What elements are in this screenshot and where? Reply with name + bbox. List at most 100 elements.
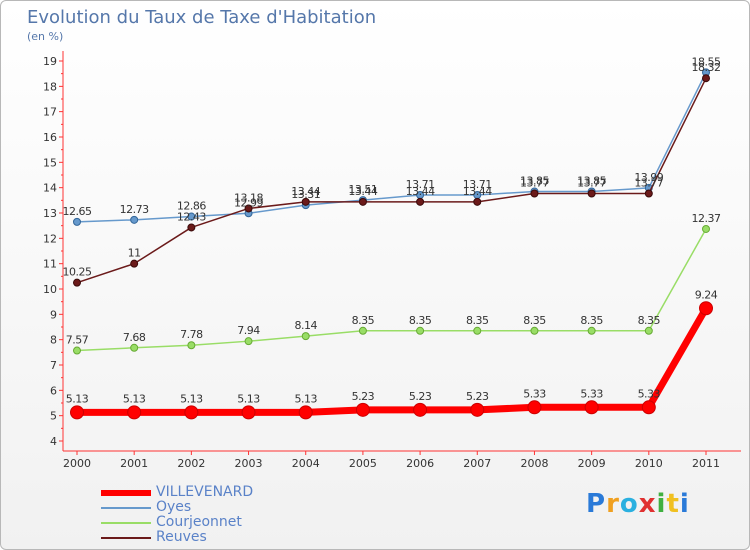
data-point-reuves [416,197,425,206]
x-tick-label: 2011 [692,457,720,470]
y-tick-label: 9 [50,308,57,321]
series-line-villevenard [77,306,710,416]
y-tick-label: 7 [50,359,57,372]
data-point-reuves [473,197,482,206]
data-label-villevenard: 5.33 [638,387,661,400]
logo-letter: x [638,489,657,519]
data-label-reuves: 13.77 [634,176,663,189]
y-tick-label: 4 [50,435,57,448]
data-label-oyes: 13.85 [577,174,606,187]
data-label-oyes: 13.71 [463,178,492,191]
series-line-courjeonnet [76,228,707,352]
data-point-courjeonnet [644,326,653,335]
logo-letter: i [679,489,690,519]
data-label-reuves: 13.18 [234,191,263,204]
logo-letter: t [666,489,680,519]
data-label-courjeonnet: 8.35 [638,314,661,327]
data-point-oyes [73,217,81,226]
data-label-villevenard: 5.13 [66,392,89,405]
chart-subtitle: (en %) [27,30,64,43]
legend-label-villevenard: VILLEVENARD [156,484,254,500]
data-label-villevenard: 5.13 [123,392,146,405]
data-point-oyes [130,215,139,224]
x-tick-label: 2004 [292,457,320,470]
data-label-villevenard: 5.23 [466,390,489,403]
data-label-villevenard: 5.23 [352,390,375,403]
data-label-oyes: 13.31 [291,188,320,201]
y-tick-label: 12 [43,232,57,245]
data-point-reuves [130,259,139,268]
legend-label-reuves: Reuves [156,529,207,545]
y-tick-label: 8 [50,334,57,347]
data-label-oyes: 12.65 [63,205,92,218]
y-tick-label: 11 [43,258,57,271]
data-label-courjeonnet: 8.35 [523,314,546,327]
data-label-courjeonnet: 7.57 [66,334,89,347]
series-line-reuves [76,77,707,284]
logo-letter: o [619,489,639,519]
data-label-courjeonnet: 7.78 [180,328,203,341]
legend-swatch-courjeonnet [101,522,151,524]
x-tick-label: 2006 [406,457,434,470]
data-label-reuves: 13.44 [348,185,377,198]
y-tick-label: 5 [50,410,57,423]
data-point-courjeonnet [187,341,196,350]
x-tick-label: 2003 [235,457,263,470]
data-label-villevenard: 5.33 [580,387,603,400]
y-tick-label: 10 [43,283,57,296]
data-point-villevenard [184,405,199,420]
data-label-courjeonnet: 8.35 [352,314,375,327]
data-label-villevenard: 5.23 [409,390,432,403]
legend-swatch-oyes [101,507,151,509]
x-tick-label: 2001 [120,457,148,470]
y-tick-label: 19 [43,55,57,68]
data-label-reuves: 10.25 [63,266,92,279]
data-point-reuves [644,189,653,198]
data-point-villevenard [413,402,428,417]
x-tick-label: 2000 [63,457,91,470]
data-label-courjeonnet: 7.94 [237,324,260,337]
data-label-reuves: 13.44 [291,185,320,198]
data-point-villevenard [699,301,713,316]
logo-letter: i [656,489,667,519]
data-point-courjeonnet [702,224,710,233]
legend-label-oyes: Oyes [156,499,192,515]
data-point-reuves [702,74,710,83]
data-point-villevenard [298,405,313,420]
data-point-reuves [358,197,367,206]
data-point-villevenard [127,405,142,420]
data-label-reuves: 11 [128,247,141,260]
data-point-reuves [187,223,196,232]
data-point-villevenard [470,402,485,417]
legend-swatch-villevenard [101,490,151,496]
data-label-reuves: 13.44 [463,185,492,198]
data-point-courjeonnet [358,326,367,335]
y-tick-label: 6 [50,384,57,397]
logo-letter: r [606,489,620,519]
data-label-oyes: 13.85 [520,174,549,187]
data-point-reuves [301,197,310,206]
logo-letter: P [586,489,607,519]
data-point-villevenard [584,400,599,415]
y-tick-label: 17 [43,106,57,119]
data-point-reuves [244,204,253,213]
data-label-reuves: 13.44 [406,185,435,198]
legend-swatch-reuves [101,537,151,539]
data-point-reuves [530,189,539,198]
x-tick-label: 2002 [177,457,205,470]
data-label-oyes: 18.55 [692,55,721,68]
data-point-courjeonnet [587,326,596,335]
data-point-courjeonnet [130,343,139,352]
data-label-villevenard: 5.13 [294,392,317,405]
data-label-oyes: 13.51 [348,183,377,196]
data-label-villevenard: 5.33 [523,387,546,400]
data-label-oyes: 13.71 [406,178,435,191]
data-point-oyes [187,212,196,221]
data-point-villevenard [355,402,370,417]
proxiti-logo: Proxiti [586,489,690,519]
y-tick-label: 15 [43,156,57,169]
data-label-reuves: 18.32 [692,61,721,74]
data-point-courjeonnet [73,346,81,355]
data-point-courjeonnet [244,337,253,346]
